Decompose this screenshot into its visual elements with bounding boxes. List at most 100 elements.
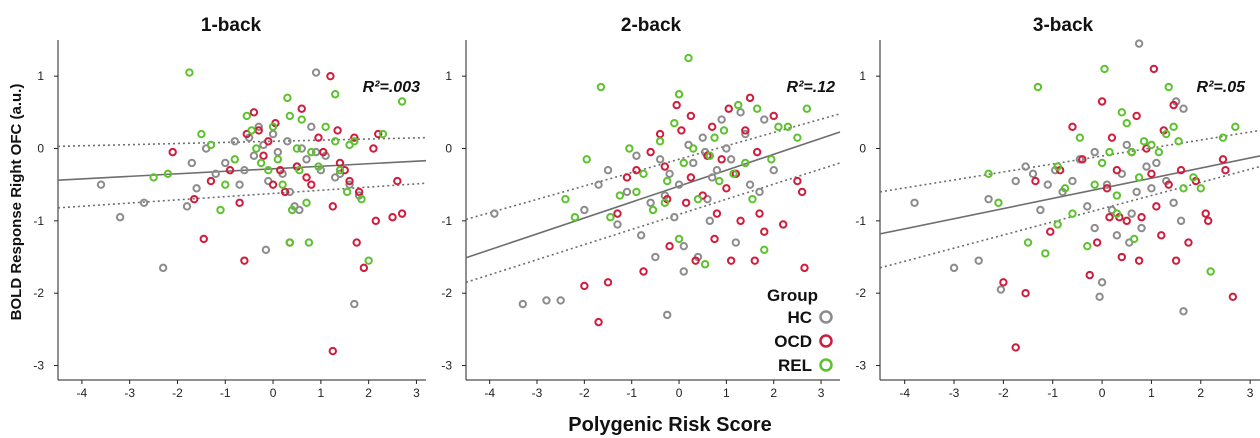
legend-label-ocd: OCD: [774, 332, 812, 351]
point-rel: [1122, 118, 1131, 128]
x-tick-label: 0: [676, 386, 683, 400]
point-ocd: [726, 256, 736, 265]
point-rel: [734, 100, 743, 110]
point-ocd: [1157, 231, 1166, 240]
point-hc: [187, 158, 197, 168]
point-ocd: [302, 173, 311, 182]
point-ocd: [345, 176, 354, 186]
y-tick-label: -2: [855, 286, 866, 300]
legend-label-hc: HC: [787, 308, 812, 327]
point-hc: [707, 173, 717, 182]
point-hc: [1090, 147, 1099, 157]
point-rel: [767, 155, 776, 164]
point-hc: [221, 158, 230, 168]
point-rel: [330, 137, 340, 146]
point-rel: [1060, 184, 1070, 193]
point-ocd: [1176, 166, 1186, 175]
panel-title: 3-back: [1033, 15, 1094, 36]
legend-marker-rel: [819, 358, 833, 372]
x-tick-label: -4: [77, 386, 88, 400]
point-rel: [242, 111, 251, 121]
point-rel: [185, 68, 194, 77]
point-rel: [397, 97, 407, 106]
y-tick-label: 0: [445, 142, 452, 156]
point-ocd: [280, 187, 290, 197]
point-hc: [622, 187, 632, 197]
point-rel: [285, 111, 294, 121]
panel-1back: 1-back R²=.003 -4 -3 -2 -1 0 1 2 3 -3 -2 -1 0 1: [33, 15, 427, 400]
point-hc: [254, 122, 263, 132]
point-hc: [655, 155, 665, 164]
point-ocd: [190, 194, 199, 204]
point-hc: [741, 129, 750, 139]
point-hc: [249, 151, 259, 160]
point-hc: [1179, 307, 1188, 316]
ci-lower-line: [879, 165, 1260, 269]
point-hc: [769, 166, 778, 175]
point-hc: [670, 213, 679, 222]
y-axis-label: BOLD Response Right OFC (a.u.): [8, 84, 25, 321]
point-rel: [206, 140, 216, 150]
point-ocd: [240, 256, 249, 265]
point-hc: [594, 180, 603, 189]
point-hc: [1097, 278, 1107, 287]
point-rel: [774, 122, 783, 132]
point-ocd: [677, 126, 686, 135]
point-ocd: [1021, 288, 1030, 298]
point-rel: [302, 198, 311, 207]
legend-label-rel: REL: [778, 356, 812, 375]
point-hc: [679, 267, 688, 276]
point-hc: [996, 285, 1006, 294]
point-ocd: [328, 346, 338, 356]
point-hc: [542, 296, 551, 305]
point-rel: [615, 191, 625, 200]
x-tick-label: 1: [318, 386, 325, 400]
point-hc: [96, 180, 106, 189]
point-hc: [613, 220, 622, 229]
point-ocd: [646, 147, 655, 157]
point-ocd: [800, 263, 809, 273]
point-ocd: [199, 234, 208, 244]
point-ocd: [622, 173, 632, 182]
point-rel: [1189, 173, 1198, 182]
x-tick-label: 3: [413, 386, 420, 400]
point-rel: [684, 53, 693, 63]
point-ocd: [1117, 252, 1127, 262]
point-hc: [698, 133, 707, 142]
point-rel: [632, 187, 641, 197]
point-rel: [752, 104, 762, 113]
point-ocd: [374, 129, 383, 139]
point-hc: [1095, 292, 1104, 302]
point-ocd: [371, 216, 381, 226]
point-rel: [1112, 209, 1122, 218]
point-rel: [1169, 122, 1178, 132]
point-ocd: [359, 263, 369, 273]
point-ocd: [613, 209, 622, 218]
point-hc: [603, 166, 613, 175]
point-ocd: [722, 184, 731, 193]
x-tick-label: -1: [1047, 386, 1058, 400]
x-tick-label: -1: [626, 386, 637, 400]
point-hc: [1021, 162, 1030, 171]
point-hc: [1179, 104, 1188, 113]
point-hc: [307, 122, 316, 132]
point-hc: [1028, 169, 1038, 179]
point-hc: [705, 216, 715, 226]
panel-3back: 3-back R²=.05 -4 -3 -2 -1 0 1 2 3 -3 -2 -1 0 1: [855, 15, 1260, 400]
point-hc: [679, 241, 688, 251]
point-hc: [974, 256, 983, 265]
panel-title: 2-back: [621, 15, 682, 36]
point-rel: [256, 158, 266, 168]
point-rel: [596, 82, 606, 92]
point-rel: [285, 238, 294, 247]
point-rel: [1147, 140, 1156, 150]
point-ocd: [1112, 166, 1122, 175]
point-hc: [1169, 198, 1178, 207]
x-tick-label: -2: [172, 386, 183, 400]
point-ocd: [632, 166, 641, 175]
point-ocd: [778, 220, 788, 229]
point-ocd: [665, 241, 674, 251]
point-rel: [1179, 184, 1188, 193]
point-ocd: [797, 187, 807, 197]
